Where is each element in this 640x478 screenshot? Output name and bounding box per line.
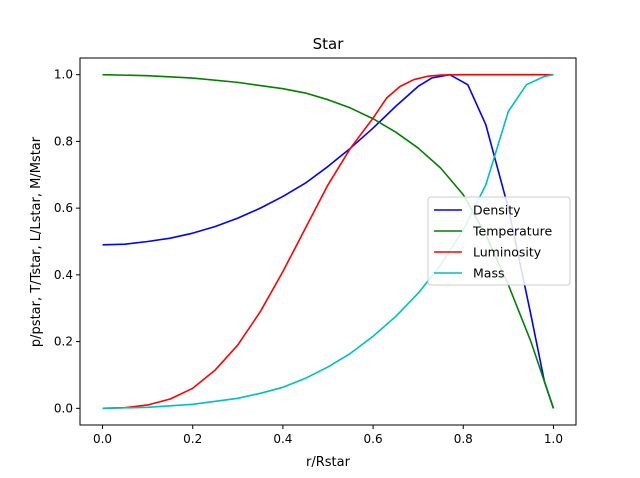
y-tick-label: 0.0 bbox=[54, 401, 73, 415]
legend-label-temperature: Temperature bbox=[472, 224, 552, 239]
series-line-luminosity bbox=[102, 73, 554, 410]
legend-label-luminosity: Luminosity bbox=[473, 245, 542, 260]
axes-frame bbox=[79, 57, 577, 426]
y-tick-label: 0.4 bbox=[54, 268, 73, 282]
x-tick-label: 1.0 bbox=[544, 432, 563, 446]
axes-layer: 0.0 0.2 0.4 0.6 0.8 1.0 0.0 0.2 0.4 0.6 0.8 1.0 bbox=[54, 57, 577, 446]
x-tick-label: 0.2 bbox=[183, 432, 202, 446]
x-tick-label: 0.8 bbox=[454, 432, 473, 446]
y-tick-label: 0.8 bbox=[54, 134, 73, 148]
x-tick-label: 0.4 bbox=[273, 432, 292, 446]
y-tick-label: 0.6 bbox=[54, 201, 73, 215]
x-axis-label: r/Rstar bbox=[306, 455, 351, 470]
legend-label-density: Density bbox=[473, 203, 521, 218]
y-tick-label: 1.0 bbox=[54, 68, 73, 82]
series-line-mass bbox=[102, 73, 554, 410]
legend-label-mass: Mass bbox=[473, 266, 504, 281]
y-axis-label: p/pstar, T/Tstar, L/Lstar, M/Mstar bbox=[29, 136, 44, 347]
chart-title: Star bbox=[313, 35, 345, 53]
legend: Density Temperature Luminosity Mass bbox=[427, 196, 571, 286]
legend-box bbox=[427, 196, 571, 286]
y-tick-label: 0.2 bbox=[54, 335, 73, 349]
x-tick-label: 0.6 bbox=[364, 432, 383, 446]
x-tick-label: 0.0 bbox=[93, 432, 112, 446]
